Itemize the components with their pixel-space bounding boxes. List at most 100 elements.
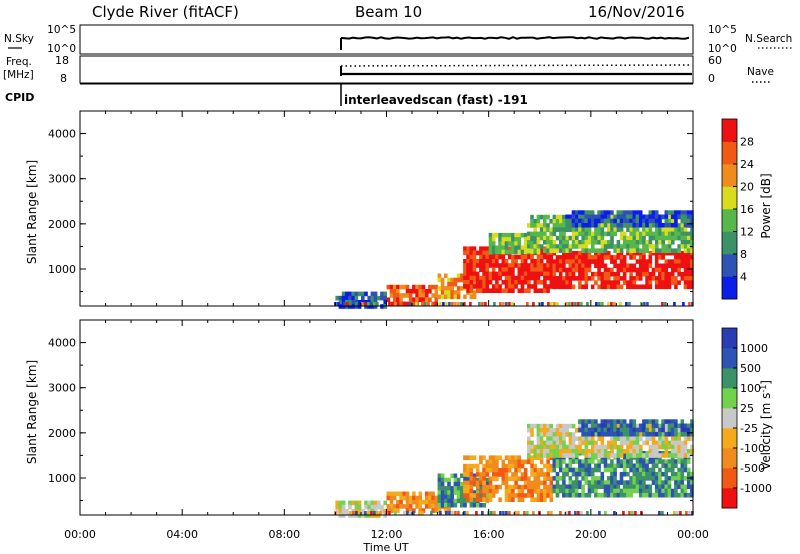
power-echo-cell [549, 271, 554, 277]
power-echo-cell [622, 280, 627, 285]
power-echo-cell [536, 231, 541, 237]
velocity-echo-cell [674, 444, 678, 450]
velocity-echo-cell [629, 492, 633, 498]
power-echo-cell [511, 284, 515, 289]
velocity-echo-cell [590, 459, 595, 464]
velocity-echo-cell [597, 427, 601, 433]
velocity-echo-cell [674, 463, 678, 469]
velocity-echo-cell [575, 453, 579, 458]
power-echo-cell [558, 284, 563, 290]
velocity-echo-cell [584, 453, 589, 458]
velocity-echo-cell [482, 484, 486, 490]
velocity-echo-cell [683, 444, 688, 450]
power-echo-cell [520, 267, 525, 272]
velocity-echo-cell [626, 492, 630, 498]
velocity-echo-cell [686, 431, 691, 437]
velocity-echo-cell [590, 467, 595, 473]
velocity-echo-cell [664, 453, 669, 458]
power-echo-cell [511, 237, 515, 242]
power-echo-cell [555, 267, 560, 273]
velocity-echo-cell [552, 484, 557, 490]
power-echo-cell [635, 240, 640, 245]
power-echo-cell [584, 276, 589, 281]
power-echo-cell [597, 223, 601, 228]
velocity-echo-cell [638, 488, 643, 494]
power-echo-cell [600, 263, 605, 269]
velocity-echo-cell [683, 427, 688, 433]
power-echo-cell [543, 231, 547, 237]
velocity-echo-cell [651, 467, 656, 473]
velocity-echo-cell [444, 494, 448, 500]
power-echo-cell [488, 259, 493, 264]
power-echo-cell [559, 214, 563, 220]
velocity-echo-cell [463, 477, 467, 483]
power-echo-cell [632, 284, 637, 290]
velocity-echo-cell [632, 449, 637, 454]
velocity-echo-cell [654, 471, 659, 477]
velocity-echo-cell [635, 467, 640, 473]
velocity-echo-cell [658, 440, 662, 446]
power-echo-cell [479, 280, 483, 285]
velocity-echo-cell [619, 423, 624, 429]
velocity-echo-cell [543, 472, 547, 477]
power-echo-cell [559, 223, 563, 228]
velocity-echo-cell [475, 468, 480, 473]
velocity-echo-cell [396, 504, 400, 509]
velocity-echo-cell [355, 511, 358, 515]
power-echo-cell [686, 284, 691, 290]
power-echo-cell [674, 235, 678, 241]
velocity-echo-cell [472, 455, 477, 460]
power-echo-cell [514, 259, 518, 264]
power-echo-cell [610, 244, 614, 249]
velocity-echo-cell [498, 484, 502, 490]
power-echo-cell [491, 232, 496, 238]
velocity-echo-cell [584, 492, 589, 498]
power-echo-cell [632, 276, 637, 281]
velocity-echo-cell [568, 423, 573, 429]
velocity-echo-cell [571, 484, 576, 490]
velocity-echo-cell [536, 493, 541, 498]
velocity-echo-cell [616, 431, 621, 437]
velocity-echo-cell [523, 476, 528, 481]
power-echo-cell [482, 275, 486, 281]
velocity-echo-cell [645, 459, 649, 464]
velocity-echo-cell [581, 467, 585, 473]
power-echo-cell [504, 237, 509, 242]
velocity-echo-cell [543, 489, 547, 494]
power-echo-cell [546, 263, 550, 268]
velocity-echo-cell [437, 473, 442, 479]
velocity-echo-cell [685, 511, 688, 515]
velocity-echo-cell [405, 504, 410, 509]
power-echo-cell [469, 250, 474, 256]
velocity-echo-cell [578, 449, 582, 454]
power-echo-cell [661, 248, 665, 253]
velocity-echo-cell [479, 489, 483, 494]
velocity-echo-cell [511, 489, 515, 494]
velocity-echo-cell [536, 453, 541, 458]
velocity-echo-cell [584, 476, 589, 481]
velocity-echo-cell [549, 468, 554, 473]
velocity-echo-cell [364, 511, 367, 515]
velocity-echo-cell [488, 480, 493, 486]
power-echo-cell [578, 231, 582, 237]
velocity-echo-cell [527, 489, 531, 494]
velocity-echo-cell [431, 491, 435, 497]
velocity-echo-cell [642, 427, 646, 433]
power-echo-cell [475, 280, 480, 285]
velocity-echo-cell [629, 423, 633, 429]
velocity-echo-cell [591, 440, 595, 446]
power-echo-cell [440, 294, 445, 300]
velocity-echo-cell [677, 436, 681, 441]
power-echo-cell [485, 280, 490, 285]
power-echo-cell [460, 302, 463, 306]
power-echo-cell [664, 231, 669, 237]
power-echo-cell [450, 294, 454, 300]
velocity-echo-cell [654, 476, 659, 481]
velocity-echo-cell [418, 491, 423, 497]
velocity-echo-cell [481, 511, 484, 515]
power-echo-cell [658, 250, 662, 256]
power-echo-cell [680, 210, 685, 215]
velocity-echo-cell [488, 468, 493, 473]
power-echo-cell [603, 231, 608, 237]
velocity-echo-cell [619, 492, 624, 498]
